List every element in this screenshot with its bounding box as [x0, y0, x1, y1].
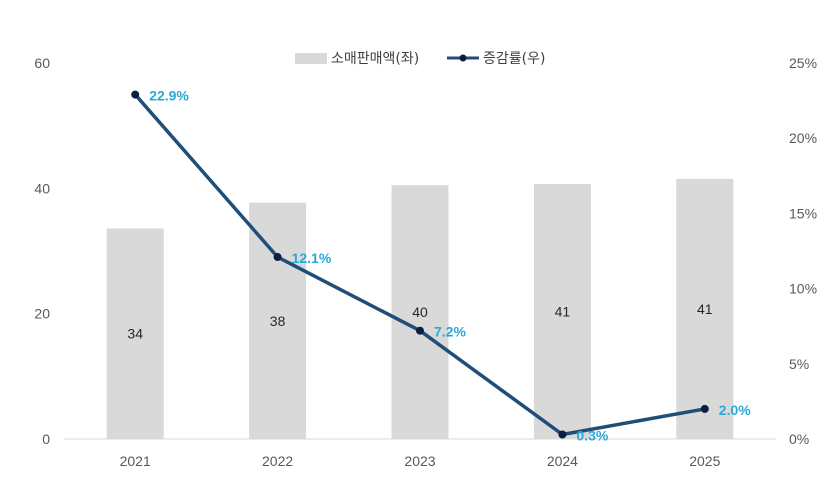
y-left-tick-label: 40	[34, 180, 50, 196]
bar	[676, 178, 734, 439]
y-right-tick-label: 15%	[789, 205, 817, 221]
bar	[391, 185, 449, 439]
bar	[533, 183, 591, 439]
legend-line-marker	[459, 54, 467, 62]
y-right-tick-label: 20%	[789, 130, 817, 146]
y-left-tick-label: 0	[42, 431, 50, 447]
bar-data-label: 41	[555, 303, 571, 319]
line-point	[700, 404, 709, 413]
y-left-tick-label: 20	[34, 306, 50, 322]
y-right-tick-label: 5%	[789, 356, 809, 372]
line-data-label: 2.0%	[719, 402, 751, 418]
x-tick-label: 2022	[262, 453, 293, 469]
legend-bar-swatch	[295, 53, 327, 64]
line-point	[131, 90, 140, 99]
y-right-tick-label: 10%	[789, 281, 817, 297]
line-point	[416, 326, 424, 335]
x-tick-label: 2025	[689, 453, 720, 469]
bar	[249, 202, 307, 439]
line-data-label: 22.9%	[149, 88, 189, 104]
line-data-label: 7.2%	[434, 324, 466, 340]
line-point	[273, 253, 282, 262]
line-data-label: 12.1%	[292, 250, 332, 266]
legend-line-label: 증감률(우)	[483, 51, 545, 67]
legend-bar-label: 소매판매액(좌)	[331, 51, 419, 67]
line-data-label: 0.3%	[576, 427, 608, 443]
legend: 소매판매액(좌) 증감률(우)	[295, 51, 545, 67]
line-point	[558, 430, 567, 439]
bar-data-label: 41	[697, 301, 713, 317]
x-tick-label: 2021	[120, 453, 151, 469]
y-right-tick-label: 25%	[789, 55, 817, 71]
x-tick-label: 2024	[547, 453, 578, 469]
y-left-tick-label: 60	[34, 55, 50, 71]
bar-data-label: 34	[127, 326, 143, 342]
bar-data-label: 38	[270, 313, 286, 329]
y-right-tick-label: 0%	[789, 431, 809, 447]
bar-data-label: 40	[412, 304, 428, 320]
x-tick-label: 2023	[404, 453, 435, 469]
bar	[106, 228, 164, 439]
